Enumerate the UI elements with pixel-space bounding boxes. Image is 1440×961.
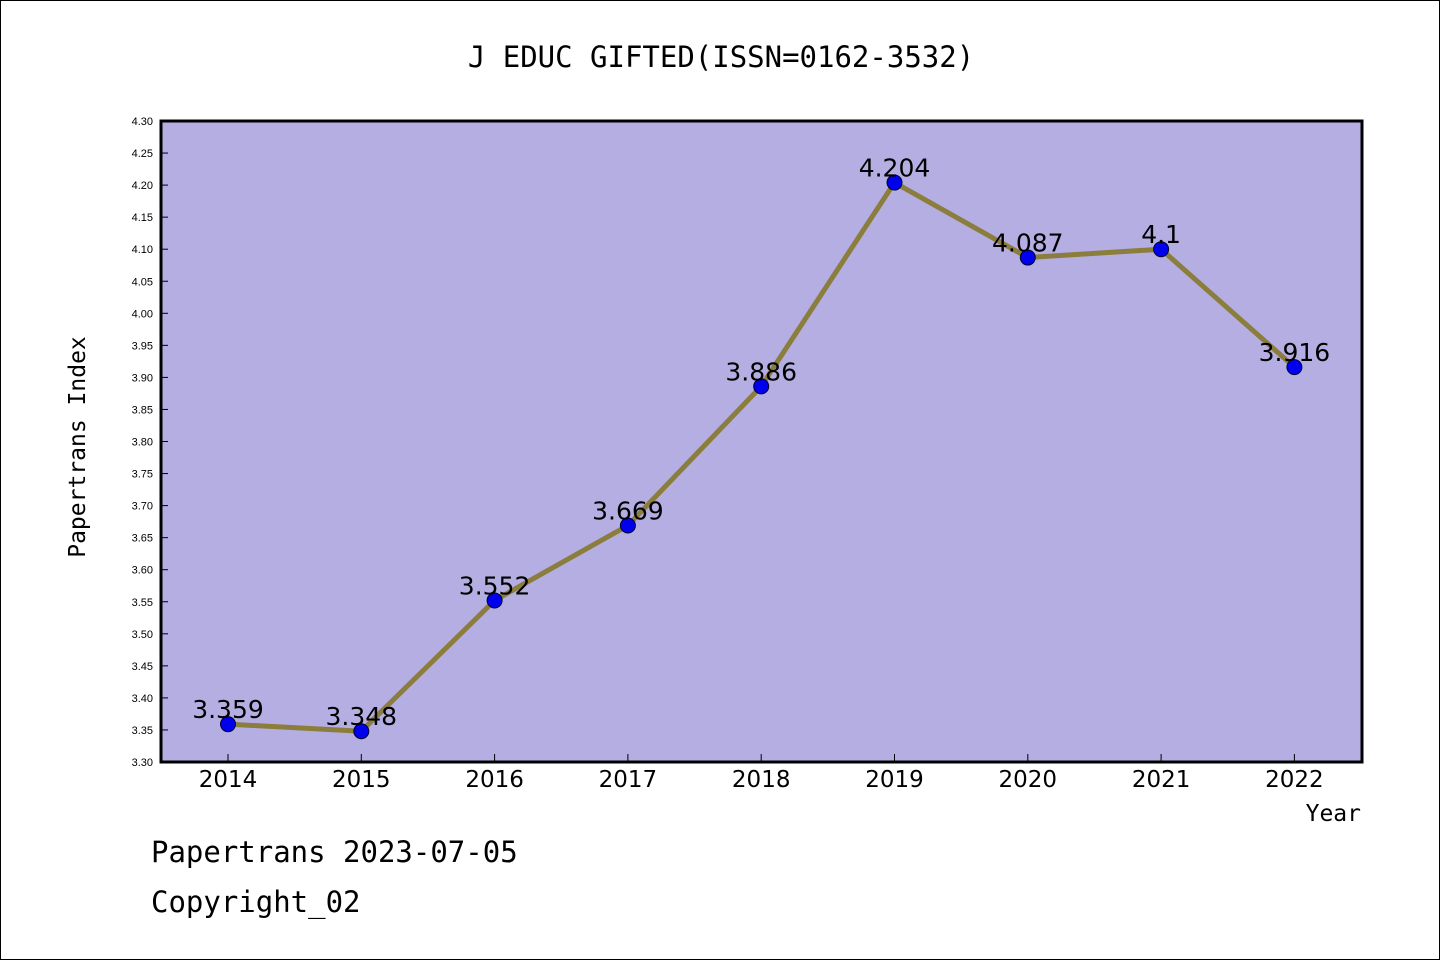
chart-title: J EDUC GIFTED(ISSN=0162-3532) <box>468 40 974 74</box>
x-tick-label: 2019 <box>865 767 924 793</box>
data-point <box>1153 241 1170 258</box>
y-tick-label: 3.50 <box>132 629 153 641</box>
data-label: 4.1 <box>1141 220 1181 249</box>
plot-border <box>159 119 1364 764</box>
y-tick-label: 3.55 <box>132 597 153 609</box>
x-tick-label: 2018 <box>732 767 791 793</box>
data-labels: 3.359 3.348 3.552 3.669 3.886 4.204 4.087 4.1 3.… <box>192 154 1330 732</box>
y-tick-label: 4.15 <box>132 212 153 224</box>
y-tick-label: 3.70 <box>132 501 153 513</box>
plot-area <box>161 121 1362 762</box>
y-tick-label: 3.35 <box>132 725 153 737</box>
data-point <box>886 174 903 191</box>
data-point <box>353 723 370 740</box>
y-tick-label: 3.95 <box>132 340 153 352</box>
x-tick-label: 2014 <box>199 767 258 793</box>
data-label: 3.359 <box>192 695 264 724</box>
x-tick-label: 2015 <box>332 767 391 793</box>
x-axis-ticks: 2014 2015 2016 2017 2018 2019 2020 2021 2022 <box>199 754 1324 793</box>
y-tick-label: 3.30 <box>132 757 153 769</box>
y-tick-label: 4.20 <box>132 180 153 192</box>
data-label: 3.348 <box>326 702 398 731</box>
data-point <box>1286 359 1303 376</box>
y-tick-label: 3.75 <box>132 469 153 481</box>
x-tick-label: 2022 <box>1265 767 1324 793</box>
footer-copyright: Copyright_02 <box>151 885 361 919</box>
data-label: 4.204 <box>859 154 931 183</box>
data-point <box>619 517 636 534</box>
x-tick-label: 2017 <box>599 767 658 793</box>
x-tick-label: 2020 <box>999 767 1058 793</box>
x-axis-label: Year <box>1306 801 1361 827</box>
y-axis-label: Papertrans Index <box>65 336 91 558</box>
y-tick-label: 3.85 <box>132 404 153 416</box>
data-label: 3.886 <box>725 357 797 386</box>
footer-date: Papertrans 2023-07-05 <box>151 835 518 869</box>
data-point <box>753 378 770 395</box>
y-tick-label: 3.90 <box>132 372 153 384</box>
y-tick-label: 3.60 <box>132 565 153 577</box>
y-tick-label: 4.10 <box>132 244 153 256</box>
data-point <box>220 716 236 733</box>
y-tick-label: 3.40 <box>132 693 153 705</box>
data-label: 3.916 <box>1259 338 1331 367</box>
x-tick-label: 2021 <box>1132 767 1191 793</box>
x-tick-label: 2016 <box>465 767 524 793</box>
data-point <box>1019 249 1036 266</box>
y-tick-label: 4.25 <box>132 148 153 160</box>
y-tick-label: 3.65 <box>132 533 153 545</box>
data-label: 3.552 <box>459 571 531 600</box>
data-label: 3.669 <box>592 496 664 525</box>
y-tick-label: 3.80 <box>132 437 153 449</box>
y-tick-label: 3.45 <box>132 661 153 673</box>
data-label: 4.087 <box>992 229 1064 258</box>
y-tick-label: 4.05 <box>132 276 153 288</box>
y-tick-label: 4.30 <box>132 116 153 128</box>
y-tick-label: 4.00 <box>132 308 153 320</box>
data-markers <box>220 174 1303 740</box>
data-point <box>486 592 503 609</box>
